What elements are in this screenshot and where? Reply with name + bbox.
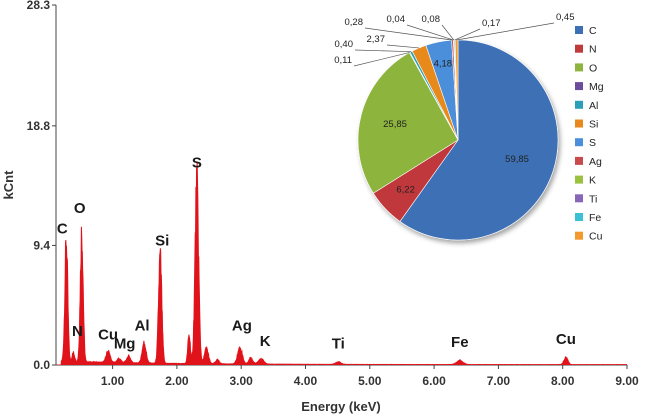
- y-tick-label: 0.0: [33, 358, 50, 372]
- legend-swatch-fe: [575, 213, 583, 221]
- pie-label-c: 59,85: [505, 154, 529, 165]
- y-tick-label: 28.3: [27, 0, 51, 12]
- legend-label-c: C: [589, 25, 597, 37]
- y-tick-label: 18.8: [27, 119, 51, 133]
- pie-label-n: 6,22: [396, 184, 415, 195]
- legend-label-ti: Ti: [589, 193, 597, 205]
- peak-label-al: Al: [135, 318, 150, 335]
- pie-legend: CNO Mg Al Si S Ag K Ti Fe Cu: [575, 25, 604, 243]
- pie-slice-labels: 59,85 6,22 25,85 0,11 0,40 2,37 4,18 0,28 0,04 0,…: [334, 12, 574, 195]
- legend-label-s: S: [589, 137, 596, 149]
- pie-leader-cu: [456, 22, 555, 41]
- peak-label-si: Si: [155, 232, 169, 249]
- pie-leader-mg: [353, 52, 410, 67]
- legend-swatch-s: [575, 138, 583, 147]
- composition-pie: [357, 39, 559, 241]
- pie-label-k: 0,04: [387, 14, 406, 25]
- y-axis-title: kCnt: [1, 170, 16, 200]
- peak-label-fe: Fe: [451, 334, 469, 351]
- pie-label-s: 4,18: [434, 58, 453, 69]
- x-tick-label: 3.00: [230, 374, 254, 388]
- pie-label-ti: 0,08: [422, 14, 441, 25]
- legend-label-fe: Fe: [589, 212, 601, 224]
- legend-label-cu: Cu: [589, 231, 603, 243]
- pie-label-fe: 0,17: [482, 18, 501, 29]
- pie-leader-ag: [364, 27, 453, 41]
- x-axis-title: Energy (keV): [301, 399, 380, 414]
- x-tick-label: 5.00: [358, 374, 382, 388]
- peak-label-s: S: [192, 155, 202, 172]
- spectrum-area: [56, 161, 627, 365]
- legend-swatch-mg: [575, 82, 583, 91]
- pie-label-si: 2,37: [367, 34, 386, 45]
- legend-swatch-k: [575, 175, 583, 184]
- x-tick-label: 8.00: [551, 374, 575, 388]
- x-tick-label: 2.00: [165, 374, 189, 388]
- y-axis-ticks: 0.0 9.4 18.8 28.3: [27, 0, 56, 372]
- legend-label-al: Al: [589, 100, 598, 112]
- peak-label-ti: Ti: [332, 335, 345, 352]
- pie-label-mg: 0,11: [334, 55, 352, 66]
- peak-label-k: K: [260, 333, 271, 350]
- legend-swatch-cu: [575, 231, 583, 240]
- x-tick-label: 7.00: [487, 374, 511, 388]
- peak-label-mg: Mg: [114, 336, 136, 353]
- pie-leader-k: [406, 24, 454, 41]
- pie-label-ag: 0,28: [345, 17, 364, 28]
- pie-leader-fe: [454, 28, 481, 41]
- legend-swatch-n: [575, 44, 583, 53]
- legend-label-mg: Mg: [589, 81, 604, 93]
- spectrum-line: [56, 161, 627, 365]
- pie-leader-si: [386, 44, 419, 49]
- pie-leader-al: [354, 49, 412, 53]
- pie-label-cu: 0,45: [556, 12, 575, 23]
- peak-label-c: C: [57, 220, 68, 237]
- peak-label-cu: Cu: [98, 327, 118, 344]
- legend-label-si: Si: [589, 119, 598, 131]
- y-tick-label: 9.4: [33, 238, 50, 252]
- x-tick-label: 9.00: [615, 374, 639, 388]
- legend-swatch-ag: [575, 156, 583, 165]
- peak-label-n: N: [72, 323, 83, 340]
- pie-slice-o: [357, 52, 459, 194]
- legend-label-o: O: [589, 62, 597, 74]
- x-axis-ticks: 1.00 2.00 3.00 4.00 5.00 6.00 7.00 8.00 9.00: [101, 365, 639, 388]
- legend-label-n: N: [589, 44, 597, 56]
- peak-label-ag: Ag: [232, 317, 252, 334]
- legend-swatch-ti: [575, 194, 583, 203]
- legend-swatch-al: [575, 100, 583, 109]
- legend-swatch-c: [575, 26, 583, 34]
- x-tick-label: 1.00: [101, 374, 125, 388]
- pie-leader-ti: [441, 24, 455, 41]
- legend-swatch-si: [575, 119, 583, 128]
- legend-label-ag: Ag: [589, 156, 602, 168]
- legend-label-k: K: [589, 175, 596, 187]
- x-tick-label: 6.00: [422, 374, 446, 388]
- pie-slice-c: [399, 39, 559, 241]
- peak-label-cu: Cu: [556, 331, 576, 348]
- pie-label-o: 25,85: [383, 119, 407, 130]
- legend-swatch-o: [575, 63, 583, 72]
- x-tick-label: 4.00: [294, 374, 318, 388]
- pie-label-al: 0,40: [335, 39, 354, 50]
- peak-label-o: O: [74, 200, 86, 217]
